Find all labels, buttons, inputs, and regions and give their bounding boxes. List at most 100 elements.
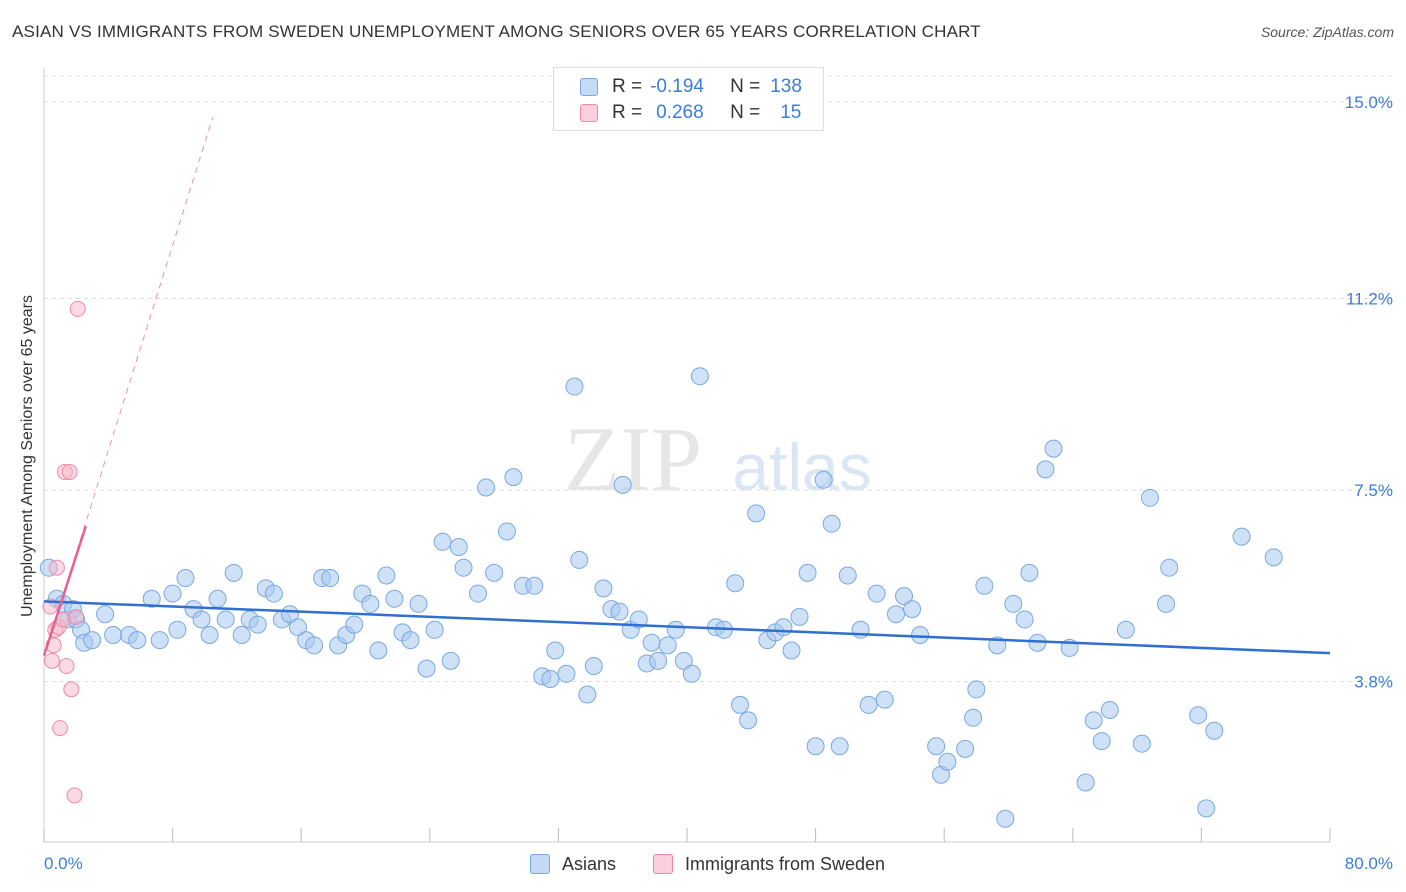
asian-point bbox=[433, 532, 452, 551]
legend-row-asians: R = -0.194 N = 138 bbox=[580, 75, 802, 99]
asian-point bbox=[613, 475, 632, 494]
asian-point bbox=[956, 739, 975, 758]
asian-point bbox=[666, 620, 685, 639]
asian-point bbox=[224, 563, 243, 582]
asian-point bbox=[1116, 620, 1135, 639]
legend-swatch-sweden bbox=[580, 104, 598, 122]
asian-point bbox=[642, 633, 661, 652]
bottom-legend-swatch-sweden bbox=[653, 854, 673, 874]
asian-point bbox=[1076, 773, 1095, 792]
legend-r-label: R = bbox=[612, 76, 643, 97]
asian-point bbox=[541, 669, 560, 688]
asian-point bbox=[557, 664, 576, 683]
asian-point bbox=[425, 620, 444, 639]
asian-point bbox=[1132, 734, 1151, 753]
asian-point bbox=[96, 605, 115, 624]
asian-point bbox=[1205, 721, 1224, 740]
asian-point bbox=[1092, 732, 1111, 751]
sweden-point bbox=[61, 463, 78, 480]
asian-point bbox=[726, 574, 745, 593]
asian-point bbox=[1197, 799, 1216, 818]
trend-lines bbox=[42, 117, 1331, 657]
asian-point bbox=[964, 708, 983, 727]
watermark: ZIP atlas bbox=[564, 408, 872, 510]
tick-labels: 3.8% 7.5% 11.2% 15.0% 0.0% 80.0% bbox=[44, 93, 1393, 873]
sweden-point bbox=[52, 720, 69, 737]
asian-point bbox=[1232, 527, 1251, 546]
asian-point bbox=[674, 651, 693, 670]
asian-point bbox=[288, 618, 307, 637]
asian-point bbox=[163, 584, 182, 603]
bottom-legend-label-sweden: Immigrants from Sweden bbox=[685, 853, 886, 874]
asian-point bbox=[886, 605, 905, 624]
asian-point bbox=[321, 569, 340, 588]
asian-point bbox=[658, 636, 677, 655]
asian-point bbox=[417, 659, 436, 678]
asian-point bbox=[790, 607, 809, 626]
sweden-point bbox=[48, 559, 65, 576]
asian-point bbox=[629, 610, 648, 629]
asian-point bbox=[104, 625, 123, 644]
legend-r-value-sweden: 0.268 bbox=[656, 102, 704, 123]
y-tick-label: 3.8% bbox=[1354, 673, 1393, 692]
asian-point bbox=[1157, 594, 1176, 613]
legend-n-value-asians: 138 bbox=[770, 76, 802, 97]
asian-point bbox=[594, 579, 613, 598]
asian-point bbox=[747, 504, 766, 523]
source-label: Source: ZipAtlas.com bbox=[1260, 24, 1394, 40]
asian-point bbox=[546, 641, 565, 660]
sweden-point bbox=[44, 652, 61, 669]
asian-point bbox=[232, 625, 251, 644]
sweden-point bbox=[69, 300, 86, 317]
asian-point bbox=[504, 468, 523, 487]
asian-point bbox=[739, 711, 758, 730]
asian-point bbox=[1264, 548, 1283, 567]
asian-point bbox=[401, 631, 420, 650]
asian-point bbox=[822, 514, 841, 533]
asian-point bbox=[1020, 563, 1039, 582]
asian-point bbox=[806, 737, 825, 756]
y-tick-label: 7.5% bbox=[1354, 481, 1393, 500]
asian-point bbox=[895, 587, 914, 606]
asian-point bbox=[176, 569, 195, 588]
asian-point bbox=[903, 600, 922, 619]
asian-point bbox=[875, 690, 894, 709]
asian-point bbox=[851, 620, 870, 639]
asian-point bbox=[578, 685, 597, 704]
x-tick-label: 0.0% bbox=[44, 854, 83, 873]
chart-title: ASIAN VS IMMIGRANTS FROM SWEDEN UNEMPLOY… bbox=[12, 22, 981, 41]
asian-point bbox=[168, 620, 187, 639]
x-tick-label: 80.0% bbox=[1345, 854, 1393, 873]
legend-n-value-sweden: 15 bbox=[780, 102, 802, 123]
sweden-trend-line bbox=[42, 525, 87, 657]
asian-trend-line bbox=[43, 600, 1331, 655]
asian-point bbox=[128, 631, 147, 650]
asian-point bbox=[345, 615, 364, 634]
asian-point bbox=[682, 664, 701, 683]
asian-point bbox=[975, 576, 994, 595]
asian-point bbox=[454, 558, 473, 577]
asian-point bbox=[1140, 488, 1159, 507]
asian-point bbox=[996, 809, 1015, 828]
asian-point bbox=[1189, 706, 1208, 725]
asian-point bbox=[200, 625, 219, 644]
legend-n-label: N = bbox=[730, 102, 761, 123]
asian-point bbox=[1044, 439, 1063, 458]
legend-r-value-asians: -0.194 bbox=[650, 76, 704, 97]
asian-point bbox=[369, 641, 388, 660]
asian-point bbox=[525, 576, 544, 595]
asian-point bbox=[570, 550, 589, 569]
asian-point bbox=[867, 584, 886, 603]
asian-point bbox=[497, 522, 516, 541]
asian-point bbox=[1036, 460, 1055, 479]
sweden-point bbox=[68, 608, 85, 625]
asian-point bbox=[938, 752, 957, 771]
y-tick-label: 15.0% bbox=[1345, 93, 1393, 112]
bottom-legend-asians: Asians bbox=[530, 852, 616, 876]
asian-point bbox=[264, 584, 283, 603]
asian-point bbox=[1100, 701, 1119, 720]
asian-point bbox=[83, 631, 102, 650]
asian-point bbox=[690, 367, 709, 386]
asian-point bbox=[584, 657, 603, 676]
